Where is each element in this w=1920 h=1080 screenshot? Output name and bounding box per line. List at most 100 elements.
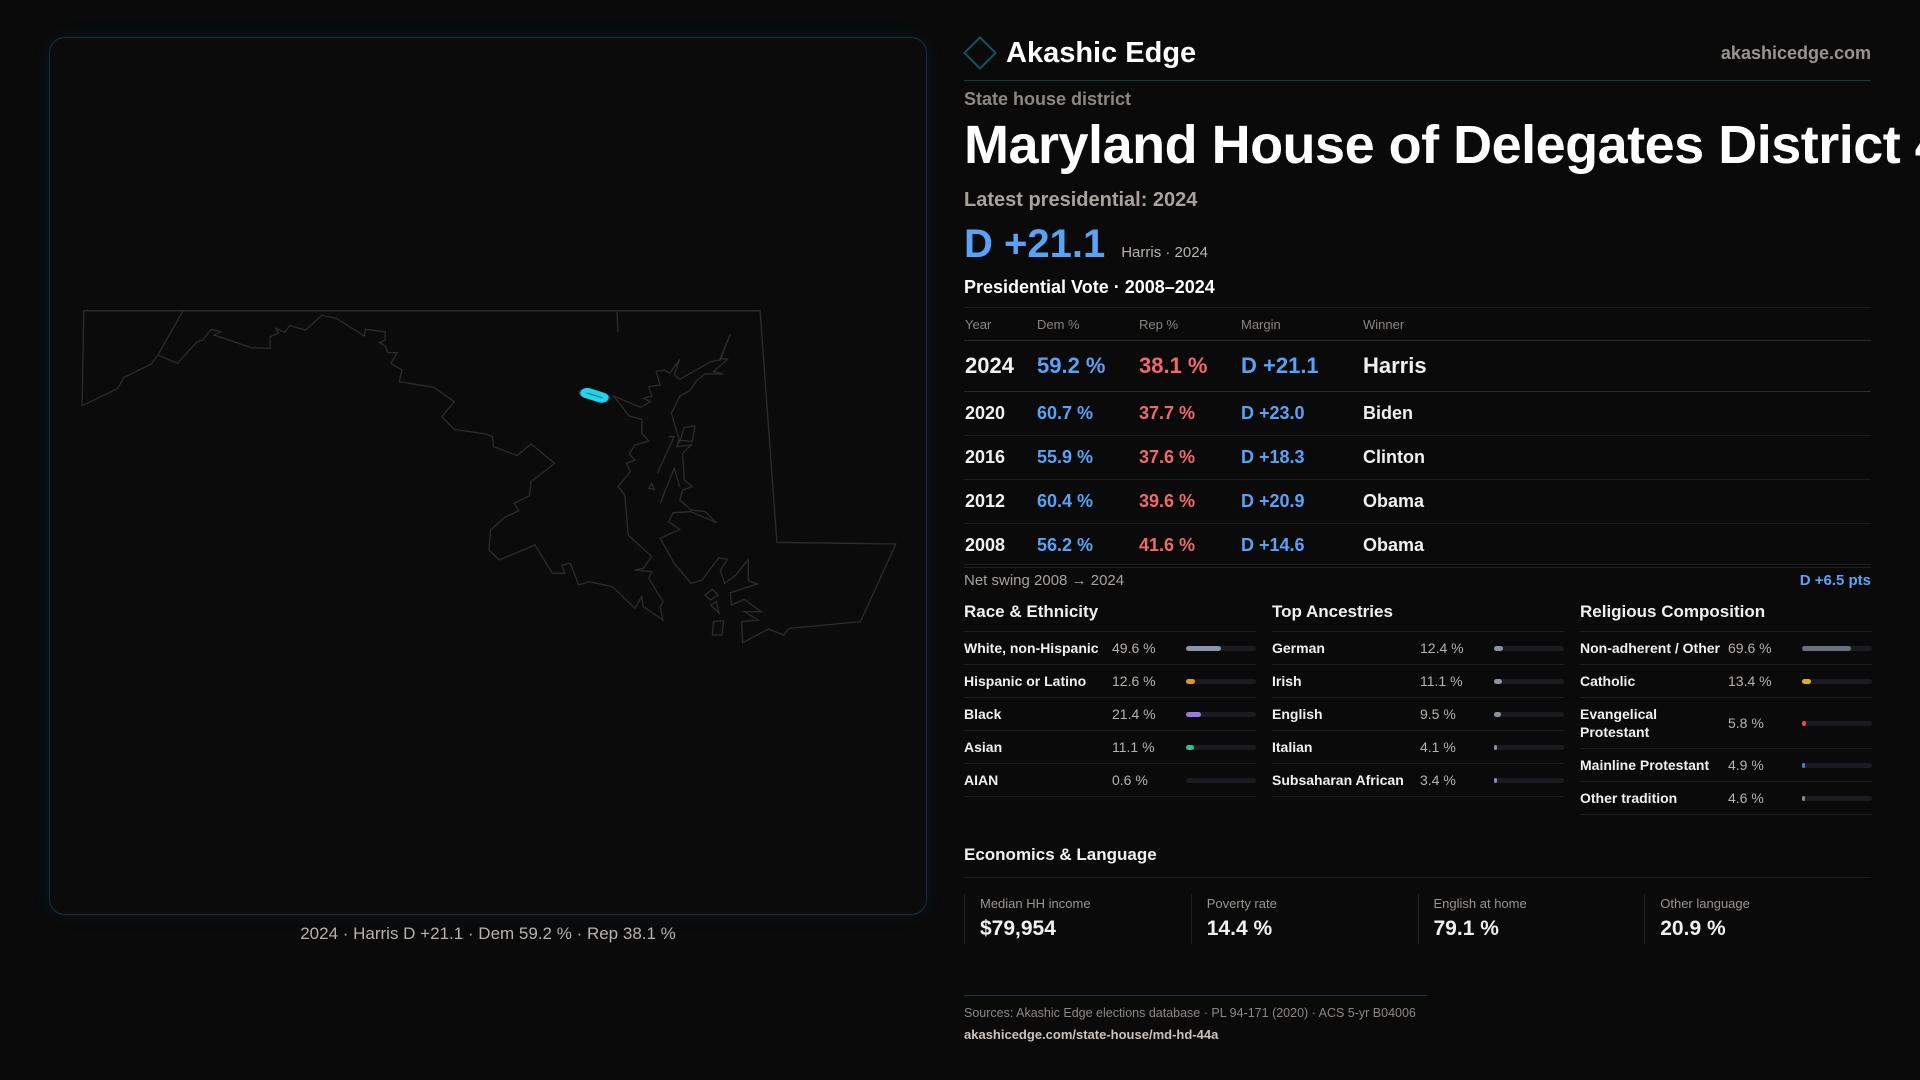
swing-label: Net swing 2008 → 2024 [964, 572, 1125, 589]
cell-margin: D +23.0 [1240, 391, 1362, 436]
stat-name: Mainline Protestant [1580, 757, 1710, 773]
footer-divider [964, 995, 1427, 996]
cell-winner: Harris [1362, 340, 1871, 392]
latest-margin: D +21.1 Harris · 2024 [964, 222, 1871, 267]
map-caption: 2024 · Harris D +21.1 · Dem 59.2 % · Rep… [300, 924, 676, 943]
stat-row: Evangelical Protestant 5.8 % [1580, 698, 1872, 749]
cell-year: 2012 [964, 479, 1036, 524]
stat-name: German [1272, 640, 1325, 656]
cell-winner: Clinton [1362, 435, 1871, 480]
vote-title: Presidential Vote · 2008–2024 [964, 277, 1215, 297]
section-religion: Religious Composition Non-adherent / Othe… [1580, 602, 1872, 815]
stat-value: 9.5 % [1420, 706, 1456, 722]
stat-name: Catholic [1580, 673, 1636, 689]
stat-row: Non-adherent / Other 69.6 % [1580, 632, 1872, 665]
stat-name: Italian [1272, 739, 1313, 755]
stat-value: 12.4 % [1420, 640, 1464, 656]
stat-bar-fill [1494, 678, 1502, 684]
col-dem: Dem % [1036, 307, 1138, 341]
col-winner: Winner [1362, 307, 1871, 341]
card-value: $79,954 [980, 917, 1056, 940]
stat-bar-fill [1494, 711, 1501, 717]
page-url[interactable]: akashicedge.com/state-house/md-hd-44a [964, 1027, 1219, 1042]
brand-name[interactable]: Akashic Edge [1006, 36, 1197, 69]
economics-title: Economics & Language [964, 845, 1157, 864]
stat-value: 4.9 % [1728, 757, 1764, 773]
district-highlight[interactable] [576, 387, 613, 404]
card-label: Median HH income [980, 896, 1091, 911]
site-link[interactable]: akashicedge.com [1720, 42, 1871, 63]
cell-margin: D +21.1 [1240, 340, 1362, 392]
stat-value: 11.1 % [1420, 673, 1463, 689]
state-outline [82, 311, 896, 643]
card-label: English at home [1433, 896, 1527, 911]
cell-margin: D +18.3 [1240, 435, 1362, 480]
stat-bar [1802, 645, 1872, 651]
diamond-icon [963, 36, 997, 70]
economics-divider [964, 877, 1871, 878]
cell-rep: 39.6 % [1138, 479, 1240, 524]
margin-detail: Harris · 2024 [1121, 244, 1208, 261]
map-panel[interactable] [49, 37, 927, 915]
stat-bar-fill [1494, 645, 1503, 651]
stat-card: Other language 20.9 % [1644, 894, 1871, 944]
cell-rep: 37.6 % [1138, 435, 1240, 480]
table-divider [964, 564, 1871, 565]
stat-name: English [1272, 706, 1323, 722]
stat-value: 69.6 % [1728, 640, 1772, 656]
latest-label: Latest presidential: 2024 [964, 189, 1198, 211]
stat-card: Median HH income $79,954 [964, 894, 1191, 944]
vote-row: 2020 60.7 % 37.7 % D +23.0 Biden [964, 391, 1871, 436]
stat-row: Catholic 13.4 % [1580, 665, 1872, 698]
stat-bar [1494, 777, 1564, 783]
stat-bar-fill [1186, 678, 1195, 684]
cell-rep: 37.7 % [1138, 391, 1240, 436]
vote-table: Year Dem % Rep % Margin Winner 2024 59.2 … [964, 307, 1871, 568]
stat-value: 49.6 % [1112, 640, 1156, 656]
stat-row: English 9.5 % [1272, 698, 1564, 731]
stat-value: 13.4 % [1728, 673, 1772, 689]
stat-value: 21.4 % [1112, 706, 1156, 722]
vote-row: 2016 55.9 % 37.6 % D +18.3 Clinton [964, 435, 1871, 480]
stat-name: Other tradition [1580, 790, 1678, 806]
stat-bar-fill [1186, 645, 1221, 651]
stat-row: Irish 11.1 % [1272, 665, 1564, 698]
stat-name: Asian [964, 739, 1003, 755]
cell-winner: Obama [1362, 479, 1871, 524]
stat-bar [1802, 720, 1872, 726]
cell-year: 2020 [964, 391, 1036, 436]
stat-bar [1186, 678, 1256, 684]
swing-value: D +6.5 pts [1799, 572, 1871, 589]
margin-value: D +21.1 [964, 222, 1106, 266]
stat-bar-fill [1802, 795, 1806, 801]
stat-value: 12.6 % [1112, 673, 1156, 689]
stat-bar-fill [1802, 720, 1807, 726]
brand-header: Akashic Edge akashicedge.com [963, 30, 1871, 76]
cell-rep: 38.1 % [1138, 340, 1240, 392]
stat-row: Other tradition 4.6 % [1580, 782, 1872, 815]
net-swing: Net swing 2008 → 2024 D +6.5 pts [964, 572, 1871, 589]
stat-name: Evangelical Protestant [1580, 706, 1658, 740]
state-map[interactable] [40, 290, 920, 650]
stat-bar [1494, 645, 1564, 651]
stat-bar-fill [1802, 762, 1806, 768]
section-title: Race & Ethnicity [964, 602, 1256, 632]
card-value: 14.4 % [1206, 917, 1273, 940]
header-divider [964, 80, 1871, 81]
stat-card: English at home 79.1 % [1417, 894, 1645, 944]
cell-dem: 56.2 % [1036, 523, 1138, 568]
stat-row: Mainline Protestant 4.9 % [1580, 749, 1872, 782]
stat-row: Hispanic or Latino 12.6 % [964, 665, 1256, 698]
stat-value: 11.1 % [1112, 739, 1155, 755]
stat-bar [1186, 645, 1256, 651]
page-title: Maryland House of Delegates District 44A [964, 115, 1920, 175]
stat-bar [1186, 711, 1256, 717]
stat-row: AIAN 0.6 % [964, 764, 1256, 797]
cell-winner: Obama [1362, 523, 1871, 568]
section-race: Race & Ethnicity White, non-Hispanic 49.6 … [964, 602, 1256, 797]
cell-dem: 60.4 % [1036, 479, 1138, 524]
stat-name: White, non-Hispanic [964, 640, 1099, 656]
stat-row: Subsaharan African 3.4 % [1272, 764, 1564, 797]
county-line [158, 311, 724, 635]
stat-bar-fill [1494, 777, 1497, 783]
